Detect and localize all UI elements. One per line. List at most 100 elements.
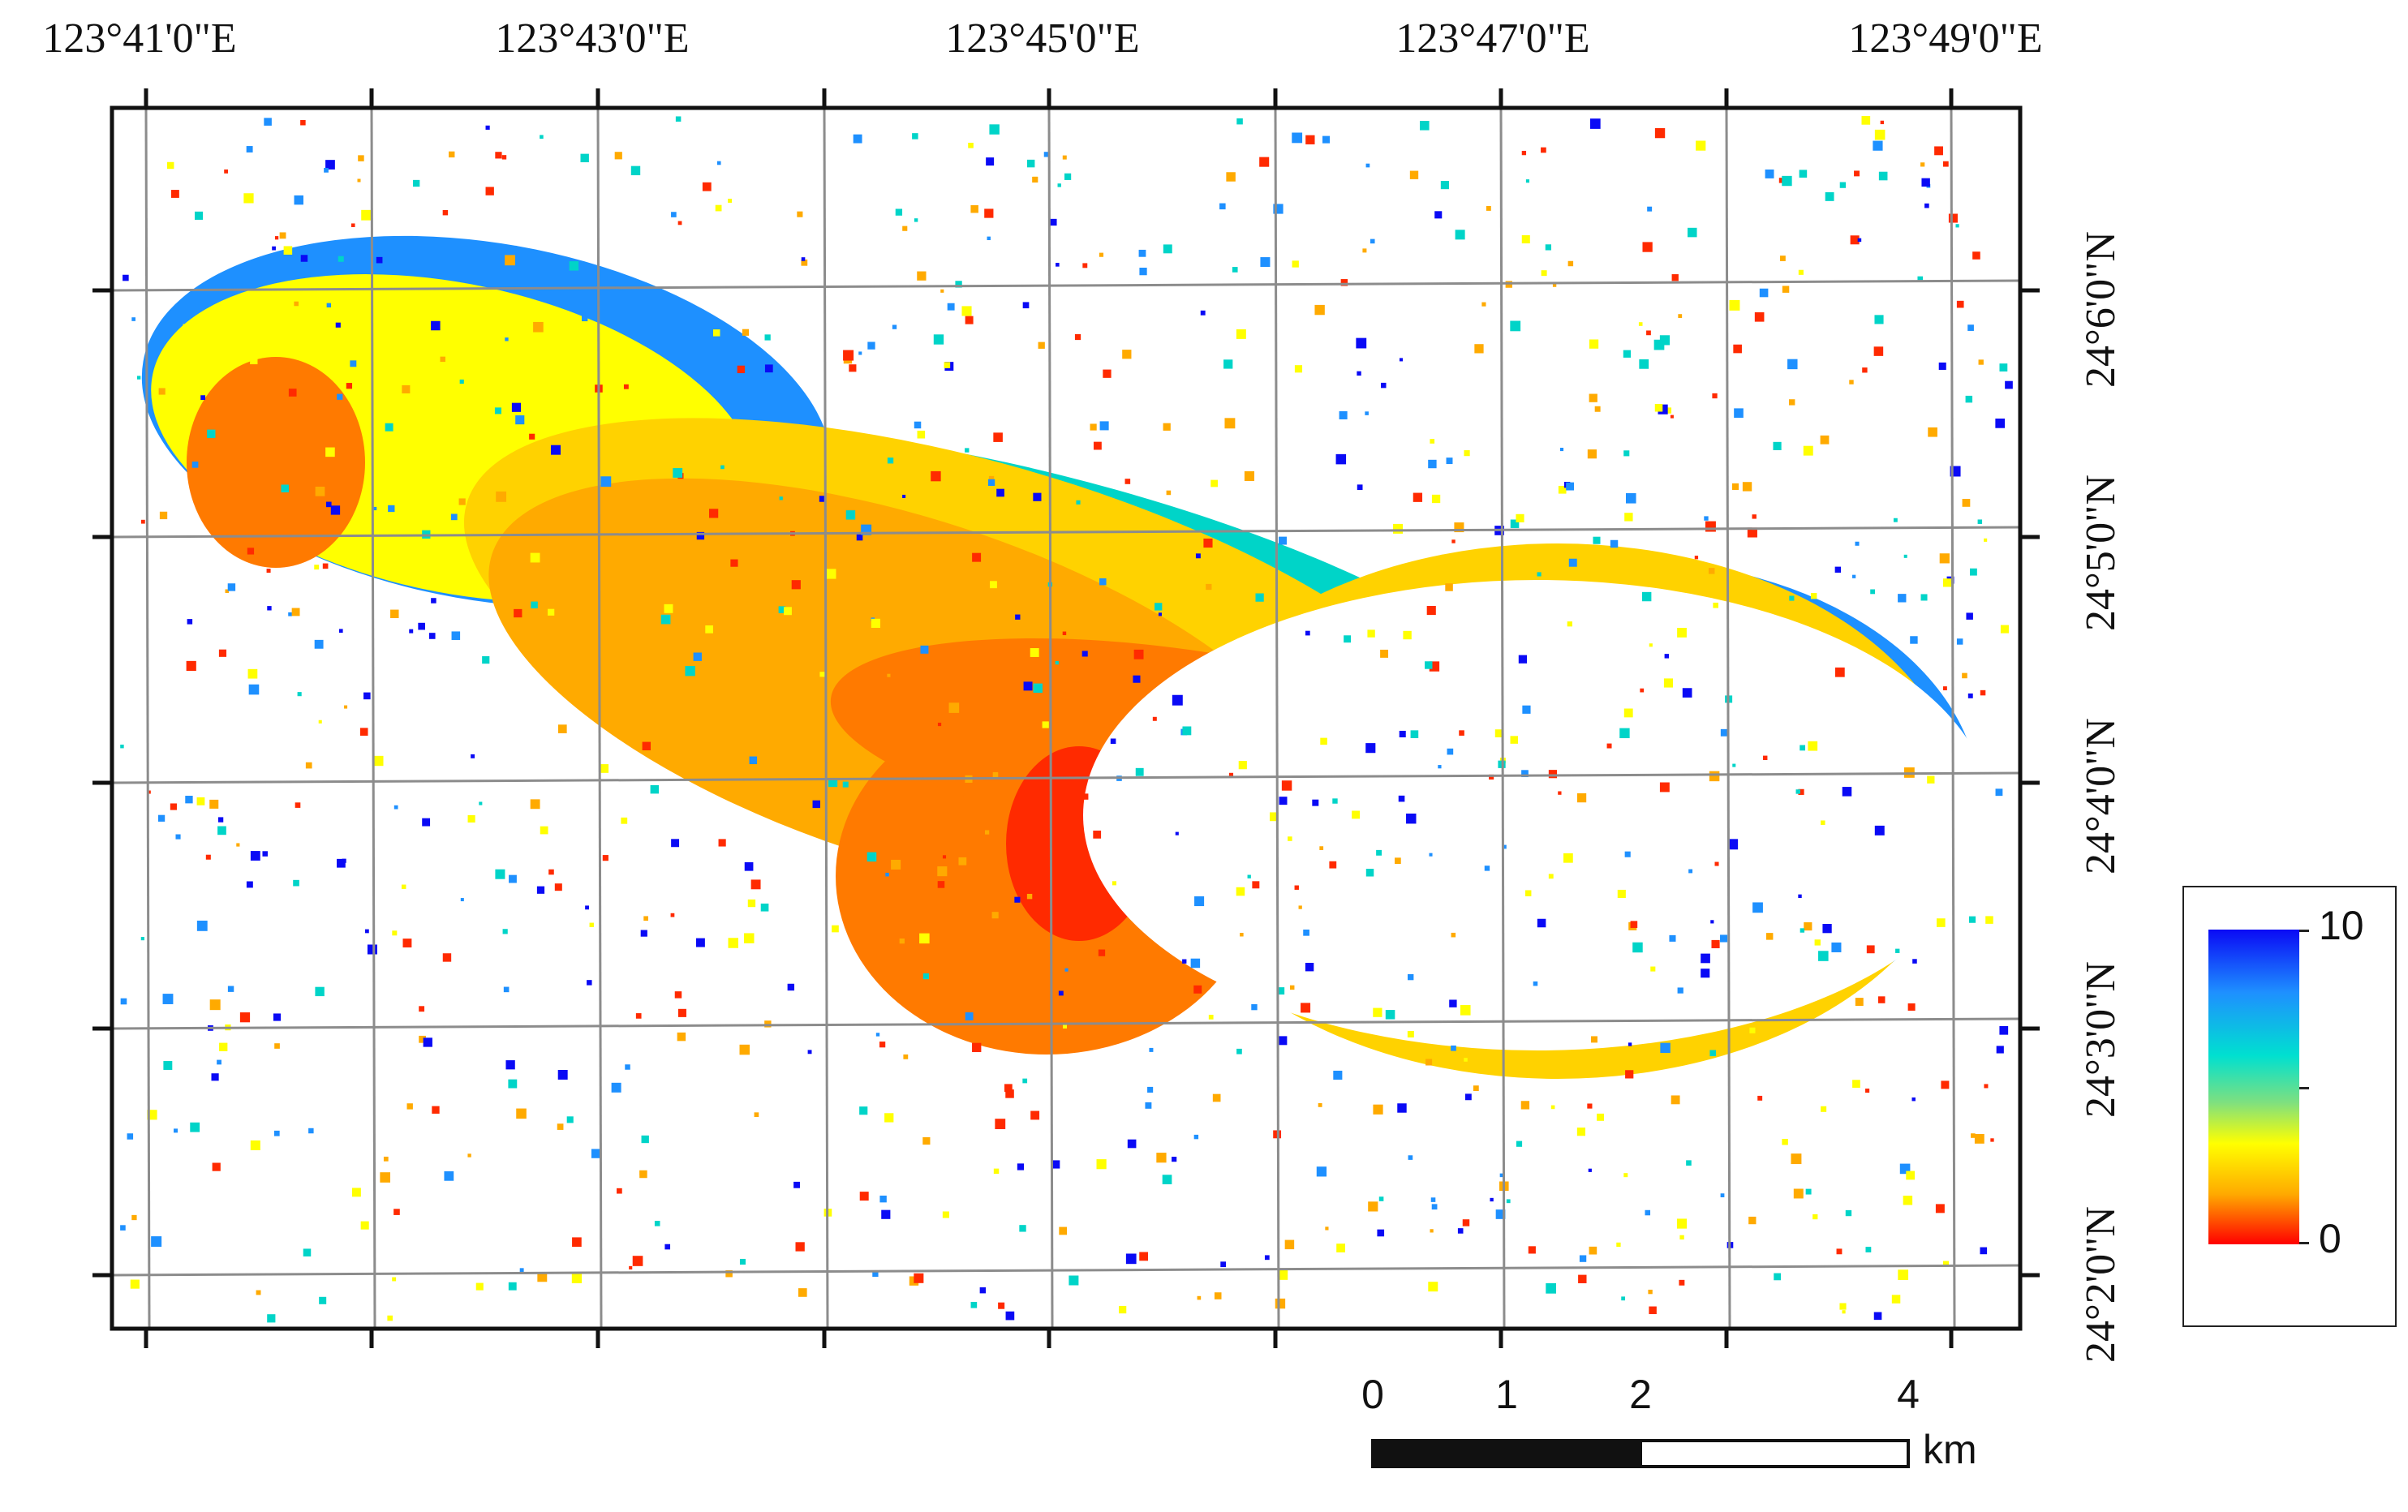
raster-noise-pixel <box>1610 539 1619 548</box>
raster-noise-pixel <box>884 1113 894 1123</box>
raster-noise-pixel <box>1805 1188 1812 1195</box>
raster-noise-pixel <box>914 421 922 429</box>
raster-noise-pixel <box>1294 885 1299 890</box>
raster-noise-pixel <box>1023 681 1033 691</box>
map-frame <box>110 105 2023 1331</box>
raster-noise-pixel <box>989 124 1000 135</box>
raster-noise-pixel <box>385 423 393 432</box>
raster-noise-pixel <box>207 429 216 438</box>
raster-noise-pixel <box>623 384 629 389</box>
raster-noise-pixel <box>859 1192 869 1201</box>
raster-noise-pixel <box>1980 1247 1988 1255</box>
raster-noise-pixel <box>1438 765 1442 769</box>
raster-noise-pixel <box>281 484 289 493</box>
raster-noise-pixel <box>1999 363 2008 372</box>
raster-noise-pixel <box>2000 625 2009 634</box>
raster-noise-pixel <box>243 193 254 204</box>
raster-noise-pixel <box>392 930 398 936</box>
raster-noise-pixel <box>1305 135 1315 144</box>
raster-noise-pixel <box>1873 140 1883 151</box>
raster-noise-pixel <box>1660 1042 1671 1054</box>
raster-noise-pixel <box>942 855 947 859</box>
raster-noise-pixel <box>1924 203 1929 208</box>
raster-noise-pixel <box>1640 688 1645 693</box>
raster-noise-pixel <box>451 631 461 640</box>
meridian-line-4 <box>1047 107 1054 1329</box>
raster-noise-pixel <box>1956 300 1964 308</box>
raster-noise-pixel <box>422 818 431 827</box>
raster-noise-pixel <box>1793 1188 1804 1199</box>
raster-noise-pixel <box>708 509 719 518</box>
raster-noise-pixel <box>509 874 517 883</box>
raster-noise-pixel <box>1030 648 1039 657</box>
raster-noise-pixel <box>914 218 918 222</box>
raster-noise-pixel <box>1559 448 1564 452</box>
raster-noise-pixel <box>1593 536 1601 544</box>
lon-label-3: 123°45'0"E <box>945 15 1140 62</box>
lon-label-4: 123°47'0"E <box>1395 15 1590 62</box>
raster-noise-pixel <box>383 1156 389 1162</box>
raster-noise-pixel <box>1671 1095 1680 1105</box>
raster-noise-pixel <box>611 1082 621 1093</box>
raster-noise-pixel <box>1026 159 1035 168</box>
raster-noise-pixel <box>1639 359 1649 369</box>
raster-noise-pixel <box>1821 1106 1827 1112</box>
raster-noise-pixel <box>413 286 422 295</box>
raster-noise-pixel <box>1873 1312 1882 1321</box>
raster-noise-pixel <box>360 1221 369 1230</box>
raster-noise-pixel <box>140 937 144 941</box>
raster-noise-pixel <box>1939 553 1950 564</box>
raster-noise-pixel <box>401 884 406 890</box>
raster-noise-pixel <box>1943 686 1947 690</box>
raster-noise-pixel <box>1063 1024 1068 1029</box>
raster-noise-pixel <box>365 929 369 934</box>
raster-noise-pixel <box>2005 380 2013 389</box>
raster-noise-pixel <box>1376 849 1382 856</box>
raster-noise-pixel <box>314 639 324 649</box>
raster-noise-pixel <box>1525 179 1530 183</box>
raster-noise-pixel <box>1558 791 1562 795</box>
raster-noise-pixel <box>1911 1097 1916 1102</box>
raster-noise-pixel <box>308 1128 314 1134</box>
raster-noise-pixel <box>764 334 771 341</box>
raster-noise-pixel <box>914 1273 924 1283</box>
raster-noise-pixel <box>580 153 589 163</box>
raster-noise-pixel <box>1312 799 1319 806</box>
raster-noise-pixel <box>1413 492 1423 502</box>
raster-noise-pixel <box>1727 839 1739 850</box>
raster-noise-pixel <box>1687 227 1697 238</box>
raster-noise-pixel <box>174 1128 178 1133</box>
raster-noise-pixel <box>1984 538 1988 542</box>
raster-noise-pixel <box>725 1269 733 1278</box>
raster-noise-pixel <box>718 839 726 847</box>
raster-noise-pixel <box>744 861 754 871</box>
raster-noise-pixel <box>1906 1171 1916 1180</box>
raster-noise-pixel <box>872 1270 879 1278</box>
raster-noise-pixel <box>357 178 361 183</box>
raster-noise-pixel <box>1440 181 1449 190</box>
legend-color-ramp <box>2208 930 2299 1244</box>
raster-noise-pixel <box>1481 302 1486 307</box>
raster-noise-pixel <box>643 916 648 921</box>
raster-noise-pixel <box>1955 224 1959 228</box>
raster-noise-pixel <box>635 1013 642 1019</box>
raster-noise-pixel <box>673 468 683 478</box>
raster-noise-pixel <box>1701 953 1710 964</box>
raster-noise-pixel <box>807 1050 812 1055</box>
raster-noise-pixel <box>1782 175 1792 187</box>
raster-noise-pixel <box>1166 490 1172 496</box>
raster-noise-pixel <box>1967 693 1973 698</box>
raster-noise-pixel <box>264 118 272 126</box>
raster-noise-pixel <box>1920 162 1925 167</box>
raster-noise-pixel <box>1195 553 1201 559</box>
raster-noise-pixel <box>1821 820 1825 825</box>
parallel-line-3 <box>111 1017 2021 1030</box>
raster-noise-pixel <box>205 854 211 860</box>
raster-noise-pixel <box>1749 1027 1756 1033</box>
raster-noise-pixel <box>1541 147 1546 153</box>
raster-noise-pixel <box>677 1032 686 1042</box>
raster-noise-pixel <box>858 351 862 355</box>
raster-noise-pixel <box>1765 933 1774 940</box>
raster-noise-pixel <box>1064 968 1069 972</box>
raster-noise-pixel <box>246 881 253 888</box>
